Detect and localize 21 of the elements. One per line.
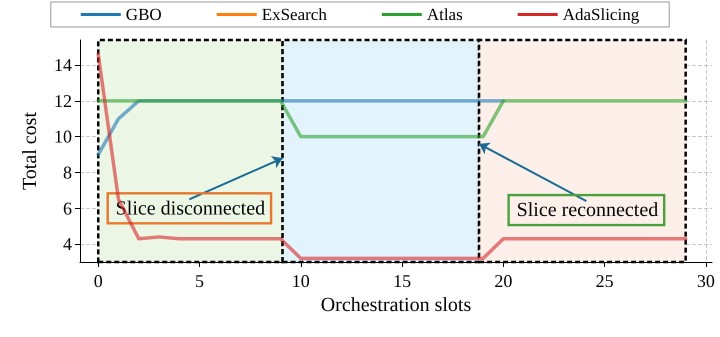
legend-label: AdaSlicing bbox=[562, 5, 640, 24]
x-tick-label: 0 bbox=[94, 271, 103, 291]
y-tick-label: 12 bbox=[54, 90, 72, 111]
y-tick-label: 4 bbox=[63, 234, 72, 254]
y-tick-label: 14 bbox=[54, 55, 72, 76]
y-axis-title: Total cost bbox=[19, 112, 41, 190]
x-tick-label: 10 bbox=[292, 271, 310, 291]
y-tick-label: 10 bbox=[54, 126, 72, 147]
x-tick-label: 5 bbox=[195, 271, 204, 291]
annotation: Slice disconnected bbox=[116, 197, 266, 220]
x-tick-label: 15 bbox=[393, 271, 412, 291]
legend-label: Atlas bbox=[426, 5, 463, 24]
x-axis-title: Orchestration slots bbox=[320, 294, 472, 316]
legend-label: ExSearch bbox=[262, 5, 328, 24]
y-tick-label: 6 bbox=[63, 198, 72, 218]
x-tick-label: 20 bbox=[494, 271, 512, 291]
legend-label: GBO bbox=[126, 5, 162, 24]
y-tick-label: 8 bbox=[63, 162, 72, 182]
x-tick-label: 30 bbox=[696, 271, 715, 291]
annotation: Slice reconnected bbox=[516, 199, 658, 222]
x-tick-label: 25 bbox=[596, 271, 614, 291]
